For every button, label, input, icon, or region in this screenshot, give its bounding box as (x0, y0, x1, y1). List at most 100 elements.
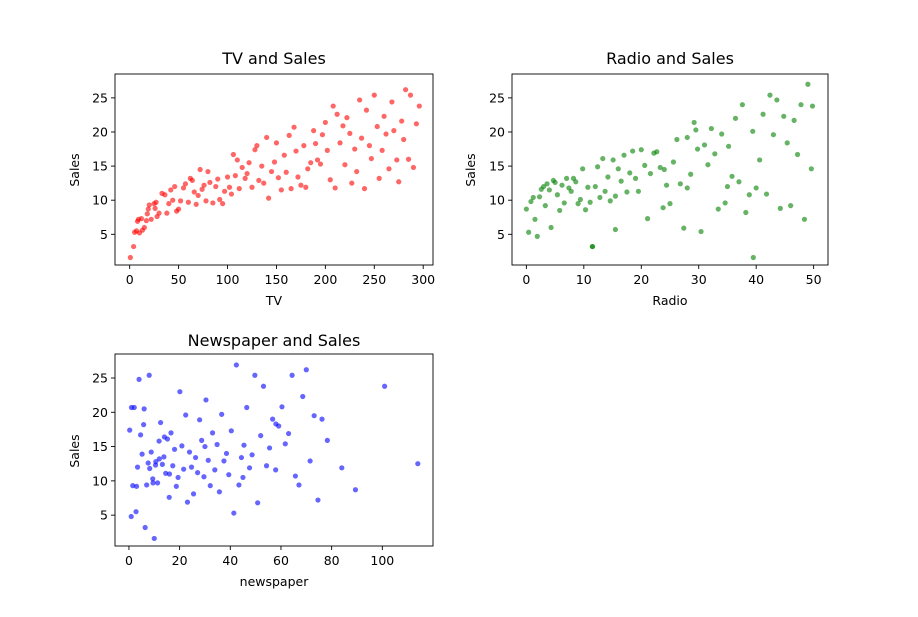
tv-sales-point (322, 119, 328, 126)
radio-sales-point (621, 152, 627, 158)
tv-sales-point (317, 161, 324, 167)
radio-sales-point (612, 193, 619, 199)
tv-sales-point (256, 177, 262, 184)
newspaper-sales-panel: Newspaper and Sales newspaper Sales 0 20 4… (67, 331, 434, 589)
tv-sales-point (164, 210, 170, 216)
newspaper-sales-point (246, 465, 253, 471)
tv-sales-point (201, 182, 207, 188)
newspaper-sales-ytick-label: 10 (92, 473, 108, 488)
newspaper-sales-point (252, 372, 258, 378)
newspaper-sales-point (134, 464, 141, 470)
tv-sales-point (153, 199, 159, 205)
radio-sales-point (523, 206, 529, 212)
tv-sales-point (354, 168, 360, 175)
tv-sales-point (386, 166, 392, 172)
tv-sales-point (130, 243, 137, 250)
tv-sales-point (207, 179, 213, 186)
tv-sales-ytick-label: 20 (92, 124, 108, 139)
newspaper-sales-point (207, 483, 213, 489)
newspaper-sales-point (141, 422, 147, 428)
newspaper-sales-point (315, 497, 321, 503)
radio-sales-point (663, 182, 670, 188)
tv-sales-axes-frame (114, 73, 434, 266)
radio-sales-point (750, 128, 756, 134)
tv-sales-point (391, 128, 397, 134)
newspaper-sales-point (128, 513, 134, 520)
newspaper-sales-xtick-label: 100 (370, 553, 394, 568)
radio-sales-point (722, 200, 728, 206)
tv-sales-point (210, 200, 216, 206)
radio-sales-point (597, 194, 603, 201)
tv-sales-point (399, 118, 405, 124)
newspaper-sales-point (128, 404, 135, 411)
tv-sales-point (228, 191, 235, 197)
radio-sales-point (794, 151, 801, 158)
radio-sales-xtick-label: 0 (522, 272, 530, 287)
radio-sales-point (724, 183, 731, 190)
radio-sales-point (589, 243, 596, 250)
newspaper-sales-point (127, 427, 133, 433)
radio-sales-point (739, 102, 745, 108)
tv-sales-xtick-label: 250 (362, 272, 386, 287)
radio-sales-point (635, 188, 642, 194)
newspaper-sales-point (228, 428, 234, 434)
radio-sales-point (530, 194, 536, 201)
tv-sales-xtick-label: 300 (411, 272, 435, 287)
tv-sales-point (266, 195, 272, 201)
radio-sales-point (577, 196, 583, 203)
tv-sales-point (189, 177, 195, 184)
tv-sales-point (182, 181, 189, 187)
tv-sales-point (366, 143, 372, 149)
newspaper-sales-point (154, 480, 161, 486)
radio-sales-point (732, 115, 739, 121)
tv-sales-point (205, 168, 211, 175)
radio-sales-point (546, 187, 552, 193)
newspaper-sales-point (186, 449, 193, 455)
radio-sales-point (684, 134, 690, 141)
tv-sales-point (166, 201, 172, 207)
radio-sales-points (523, 81, 816, 261)
tv-sales-point (148, 216, 154, 222)
radio-sales-point (719, 131, 725, 137)
newspaper-sales-ytick-label: 15 (92, 439, 108, 454)
radio-sales-xtick-label: 20 (633, 272, 649, 287)
newspaper-sales-point (171, 446, 178, 452)
tv-sales-point (246, 160, 252, 166)
radio-sales-point (681, 225, 687, 231)
newspaper-sales-point (156, 456, 162, 462)
tv-sales-point (368, 155, 374, 162)
radio-sales-ytick-label: 5 (497, 227, 505, 242)
radio-sales-point (602, 188, 608, 194)
newspaper-sales-point (214, 441, 220, 448)
radio-sales-point (647, 170, 654, 177)
newspaper-sales-point (197, 417, 203, 423)
radio-sales-point (607, 198, 613, 204)
tv-sales-title: TV and Sales (221, 49, 326, 68)
newspaper-sales-xtick-label: 0 (125, 553, 133, 568)
newspaper-sales-point (219, 411, 225, 417)
newspaper-sales-point (184, 499, 191, 505)
tv-sales-point (254, 143, 260, 149)
tv-sales-point (291, 124, 297, 130)
newspaper-sales-ytick-label: 20 (92, 405, 108, 420)
newspaper-sales-point (158, 419, 164, 426)
radio-sales-point (624, 189, 630, 195)
tv-sales-point (152, 205, 158, 211)
tv-sales-ylabel: Sales (67, 153, 82, 186)
tv-sales-point (203, 198, 209, 204)
newspaper-sales-point (146, 372, 152, 378)
tv-sales-point (217, 196, 223, 203)
newspaper-sales-point (168, 430, 174, 436)
tv-sales-point (195, 192, 201, 199)
radio-sales-point (657, 164, 663, 171)
radio-sales-point (694, 146, 701, 152)
radio-sales-point (573, 179, 579, 185)
radio-sales-point (554, 192, 560, 198)
tv-sales-point (379, 147, 385, 153)
tv-sales-point (405, 156, 412, 162)
newspaper-sales-point (203, 397, 209, 403)
radio-sales-point (784, 140, 790, 146)
tv-sales-point (162, 192, 168, 198)
radio-sales-point (580, 166, 586, 172)
newspaper-sales-point (141, 406, 147, 412)
